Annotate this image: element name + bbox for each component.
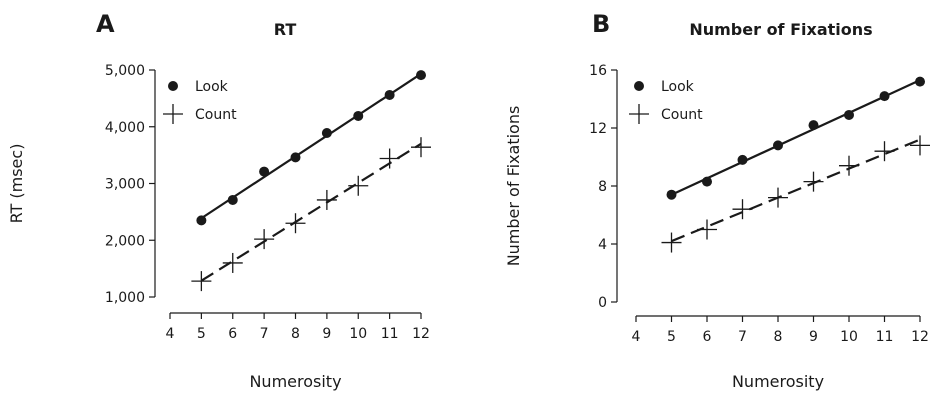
chart-title: RT (274, 20, 297, 39)
legend-marker-look (168, 81, 178, 91)
fixations-chart: B Number of Fixations 0 4 8 12 16 4 5 6 7 8 9 10 11 12 N… (504, 10, 930, 391)
x-tick-label: 6 (703, 329, 712, 345)
fit-line-count (200, 142, 422, 282)
legend-label-count: Count (661, 107, 703, 123)
x-tick-label: 5 (197, 326, 206, 342)
data-point-look (808, 120, 819, 131)
x-tick-label: 10 (840, 329, 858, 345)
data-point-count (910, 135, 930, 156)
y-axis-label: RT (msec) (7, 144, 26, 224)
chart-title: Number of Fixations (689, 20, 872, 39)
data-point-count (839, 155, 859, 176)
x-axis-label: Numerosity (249, 372, 341, 391)
fit-line-look (200, 72, 422, 220)
data-point-look (353, 110, 364, 121)
x-tick-label: 8 (774, 329, 783, 345)
y-tick-label: 0 (598, 295, 607, 311)
y-tick-label: 2,000 (105, 233, 145, 249)
fit-line-count (671, 138, 921, 243)
data-point-count (348, 175, 369, 196)
legend-label-count: Count (195, 107, 237, 123)
data-point-look (259, 166, 270, 177)
data-point-look (227, 194, 238, 205)
data-point-count (768, 187, 788, 208)
y-tick-label: 12 (589, 121, 607, 137)
x-tick-label: 7 (260, 326, 269, 342)
data-point-look (844, 109, 854, 120)
data-point-count (411, 137, 431, 158)
rt-chart: A RT 1,000 2,000 3,000 4,000 5,000 4 5 6 7 8 9 10 11 12… (7, 10, 431, 391)
x-tick-label: 12 (911, 329, 929, 345)
x-tick-label: 4 (632, 329, 641, 345)
y-tick-label: 3,000 (105, 177, 145, 193)
y-axis-label: Number of Fixations (504, 106, 523, 267)
x-tick-label: 10 (349, 326, 367, 342)
data-point-look (384, 89, 395, 100)
data-point-look (915, 76, 925, 87)
x-tick-label: 7 (738, 329, 747, 345)
data-point-count (191, 271, 212, 292)
legend-marker-count (629, 104, 649, 124)
fit-line-look (671, 79, 921, 196)
data-point-count (697, 219, 717, 240)
y-tick-label: 4 (598, 237, 607, 253)
data-point-count (254, 229, 275, 250)
data-point-count (732, 199, 753, 220)
legend-label-look: Look (661, 79, 695, 95)
x-tick-label: 5 (667, 329, 676, 345)
data-point-count (661, 232, 682, 253)
legend-marker-count (163, 104, 183, 124)
x-tick-label: 8 (291, 326, 300, 342)
data-point-look (879, 91, 890, 102)
legend-label-look: Look (195, 79, 229, 95)
data-point-look (290, 152, 301, 163)
data-point-look (666, 189, 677, 200)
x-tick-label: 12 (412, 326, 430, 342)
x-tick-label: 11 (381, 326, 399, 342)
data-point-look (416, 70, 426, 81)
panel-letter: A (96, 10, 115, 38)
data-point-look (737, 154, 748, 165)
y-tick-label: 16 (589, 63, 607, 79)
y-tick-label: 5,000 (105, 63, 145, 79)
data-point-count (874, 141, 895, 162)
y-tick-label: 8 (598, 179, 607, 195)
panel-b: B Number of Fixations 0 4 8 12 16 4 5 6 7 8 9 10 11 12 N… (465, 0, 930, 394)
data-point-count (285, 213, 306, 234)
data-point-look (196, 215, 207, 226)
x-tick-label: 6 (228, 326, 237, 342)
y-tick-label: 1,000 (105, 290, 145, 306)
data-point-count (379, 148, 400, 169)
y-tick-label: 4,000 (105, 120, 145, 136)
data-point-look (702, 176, 712, 187)
data-point-look (773, 140, 783, 151)
data-point-count (222, 252, 243, 273)
x-tick-label: 11 (876, 329, 894, 345)
data-point-look (321, 127, 332, 138)
data-point-count (316, 189, 337, 210)
data-point-count (803, 171, 824, 192)
x-axis-label: Numerosity (732, 372, 824, 391)
x-tick-label: 9 (322, 326, 331, 342)
panel-a: A RT 1,000 2,000 3,000 4,000 5,000 4 5 6 7 8 9 10 11 12… (0, 0, 465, 394)
panel-letter: B (592, 10, 610, 38)
legend-marker-look (634, 81, 644, 91)
x-tick-label: 4 (166, 326, 175, 342)
x-tick-label: 9 (809, 329, 818, 345)
